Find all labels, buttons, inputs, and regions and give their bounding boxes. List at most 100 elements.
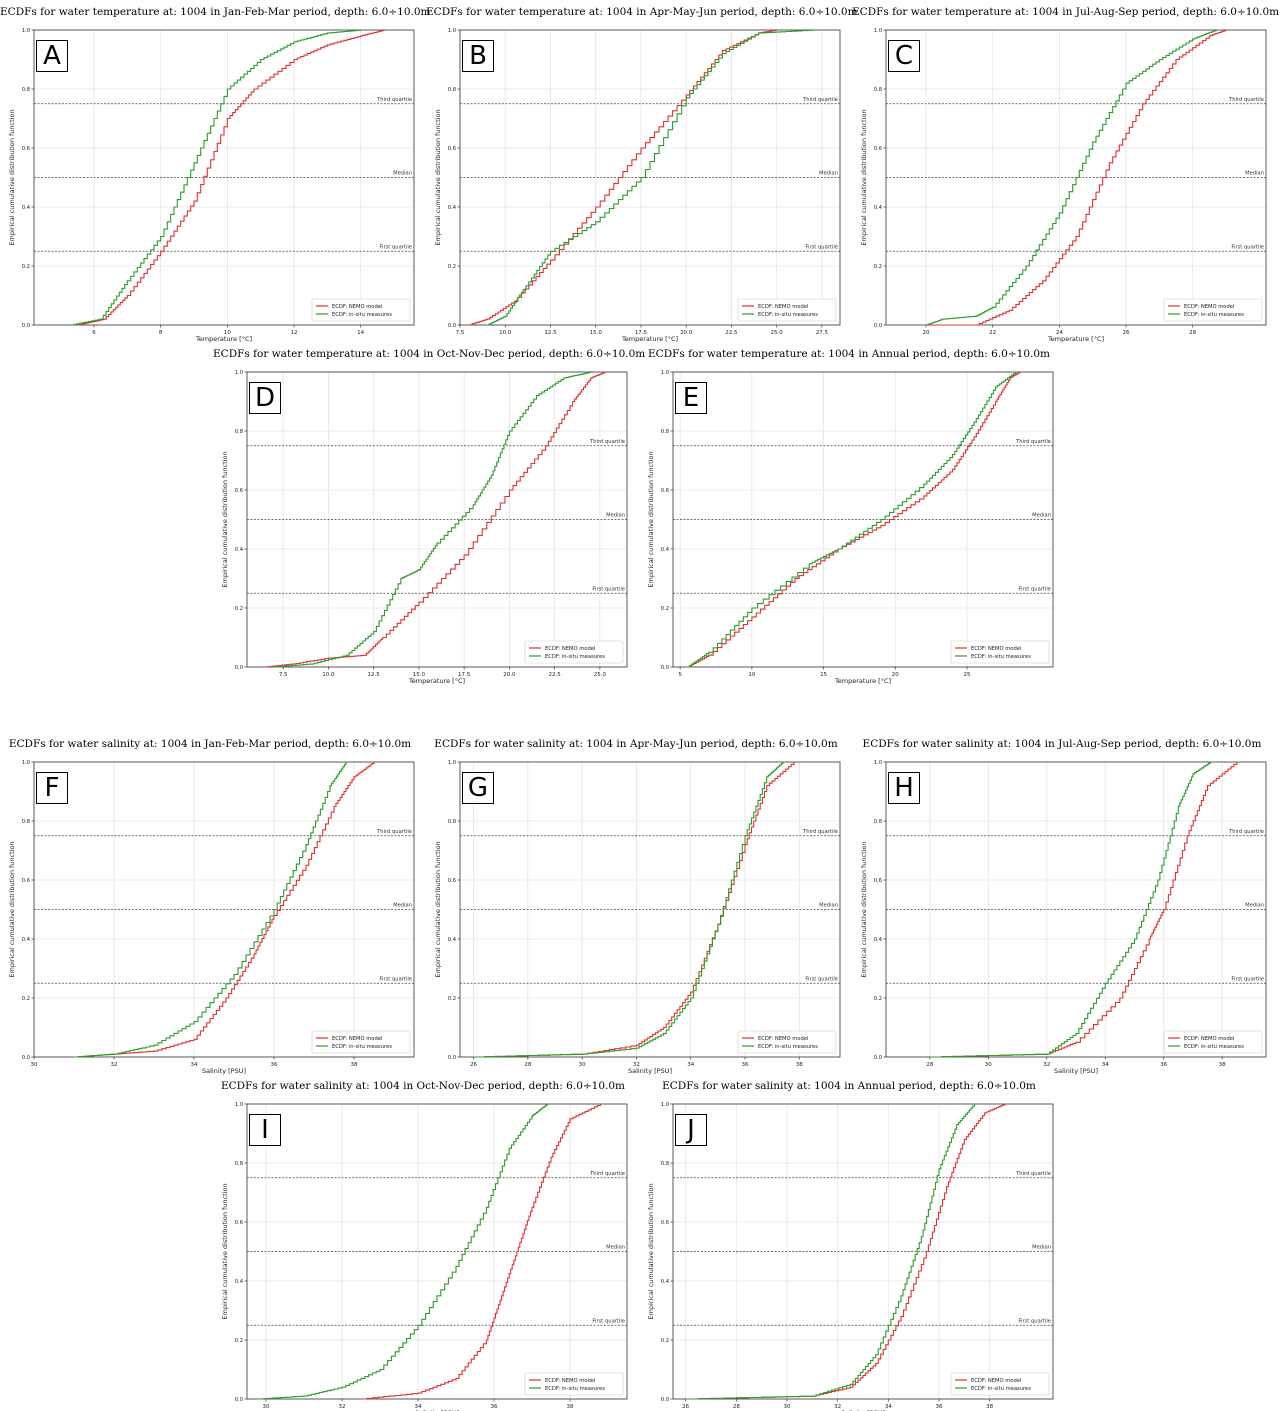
panel-title: ECDFs for water temperature at: 1004 in …: [648, 348, 1050, 360]
ecdf-plot: First quartile Median Third quartile 26 28 30…: [434, 760, 841, 1075]
ecdf-plot: First quartile Median Third quartile 30 32 34…: [8, 760, 415, 1075]
panel-letter: G: [462, 772, 494, 804]
series-line-in-situ: [473, 762, 784, 1058]
quartile-label: Median: [819, 171, 838, 177]
y-tick-label: 0.0: [874, 323, 882, 329]
series-line-nemo-model: [469, 29, 778, 326]
x-tick-label: 36: [491, 1404, 498, 1410]
series-line-nemo-model: [265, 372, 606, 668]
legend: ECDF: NEMO model ECDF: in-situ measures: [737, 1030, 837, 1054]
y-axis-label: Empirical cumulative distribution functi…: [434, 109, 442, 245]
quartile-label: First quartile: [379, 976, 412, 982]
x-tick-label: 6: [92, 330, 96, 336]
legend-entry: ECDF: NEMO model: [971, 1378, 1021, 1384]
x-tick-label: 28: [926, 1062, 933, 1068]
y-tick-label: 0.0: [448, 1055, 456, 1061]
x-tick-label: 15.0: [413, 672, 426, 678]
x-tick-label: 26: [470, 1062, 477, 1068]
x-axis-label: Temperature [°C]: [834, 677, 891, 685]
x-tick-label: 14: [357, 330, 364, 336]
panel-letter: H: [888, 772, 920, 804]
panel-letter: D: [249, 382, 281, 414]
y-tick-label: 0.8: [235, 1161, 243, 1167]
x-tick-label: 20.0: [680, 330, 693, 336]
x-tick-label: 10.0: [499, 330, 512, 336]
ecdf-plot: First quartile Median Third quartile 30 32 34…: [221, 1102, 628, 1411]
y-tick-label: 1.0: [235, 370, 243, 376]
x-tick-label: 26: [682, 1404, 689, 1410]
ecdf-panel-b: ECDFs for water temperature at: 1004 in …: [426, 0, 858, 343]
y-tick-label: 0.2: [661, 1338, 669, 1344]
legend-box: [950, 640, 1050, 664]
x-tick-label: 34: [1102, 1062, 1109, 1068]
ecdf-panel-f: ECDFs for water salinity at: 1004 in Jan…: [0, 732, 420, 1075]
x-tick-label: 12.5: [368, 672, 381, 678]
panel-letter: I: [249, 1114, 281, 1146]
x-tick-label: 38: [567, 1404, 574, 1410]
y-tick-label: 0.8: [661, 429, 669, 435]
x-tick-label: 30: [579, 1062, 586, 1068]
series-line-nemo-model: [361, 1104, 601, 1400]
y-axis-label: Empirical cumulative distribution functi…: [647, 1183, 655, 1319]
panel-title: ECDFs for water salinity at: 1004 in Apr…: [434, 738, 838, 750]
x-tick-label: 17.5: [635, 330, 648, 336]
legend: ECDF: NEMO model ECDF: in-situ measures: [737, 298, 837, 322]
y-tick-label: 1.0: [661, 370, 669, 376]
y-axis-label: Empirical cumulative distribution functi…: [434, 841, 442, 977]
ecdf-plot: First quartile Median Third quartile 7.5 10.…: [221, 370, 628, 685]
y-tick-label: 1.0: [874, 28, 882, 34]
ecdf-plot: First quartile Median Third quartile 26 28 30…: [647, 1102, 1054, 1411]
legend-entry: ECDF: NEMO model: [332, 304, 382, 310]
y-tick-label: 0.6: [235, 1220, 243, 1226]
x-axis-label: Salinity [PSU]: [1054, 1067, 1098, 1075]
quartile-label: Median: [606, 1245, 625, 1251]
x-tick-label: 32: [834, 1404, 841, 1410]
y-tick-label: 0.2: [874, 264, 882, 270]
y-tick-label: 0.6: [22, 146, 30, 152]
y-tick-label: 0.2: [22, 996, 30, 1002]
x-tick-label: 27.5: [816, 330, 829, 336]
ecdf-plot: First quartile Median Third quartile 28 30 32…: [860, 760, 1267, 1075]
y-tick-label: 0.4: [22, 937, 31, 943]
y-tick-label: 0.2: [448, 264, 456, 270]
legend-entry: ECDF: NEMO model: [545, 1378, 595, 1384]
y-tick-label: 1.0: [22, 28, 30, 34]
legend-entry: ECDF: NEMO model: [758, 1036, 808, 1042]
x-axis-label: Temperature [°C]: [621, 335, 678, 343]
x-tick-label: 17.5: [458, 672, 471, 678]
series-line-nemo-model: [74, 762, 375, 1058]
ecdf-plot: First quartile Median Third quartile 5 10 15 2…: [647, 370, 1054, 685]
x-tick-label: 26: [1123, 330, 1130, 336]
legend-box: [1163, 1030, 1263, 1054]
x-tick-label: 8: [159, 330, 163, 336]
x-axis-label: Salinity [PSU]: [202, 1067, 246, 1075]
y-tick-label: 0.6: [661, 1220, 669, 1226]
y-tick-label: 0.0: [22, 1055, 30, 1061]
x-tick-label: 22.5: [548, 672, 561, 678]
legend-box: [1163, 298, 1263, 322]
quartile-label: First quartile: [1018, 586, 1051, 592]
y-axis-label: Empirical cumulative distribution functi…: [221, 1183, 229, 1319]
x-axis-label: Temperature [°C]: [195, 335, 252, 343]
y-tick-label: 0.8: [448, 87, 456, 93]
y-tick-label: 0.6: [22, 878, 30, 884]
legend-box: [311, 1030, 411, 1054]
x-tick-label: 12: [291, 330, 298, 336]
x-axis-label: Temperature [°C]: [1047, 335, 1104, 343]
series-line-nemo-model: [926, 30, 1227, 326]
series-line-in-situ: [929, 762, 1212, 1058]
legend: ECDF: NEMO model ECDF: in-situ measures: [311, 1030, 411, 1054]
x-tick-label: 20.0: [503, 672, 516, 678]
legend-box: [737, 1030, 837, 1054]
legend-entry: ECDF: in-situ measures: [545, 654, 605, 660]
x-axis-label: Salinity [PSU]: [628, 1067, 672, 1075]
x-tick-label: 34: [191, 1062, 198, 1068]
y-tick-label: 1.0: [661, 1102, 669, 1108]
x-tick-label: 20: [923, 330, 930, 336]
x-tick-label: 22.5: [725, 330, 738, 336]
quartile-label: First quartile: [1018, 1318, 1051, 1324]
ecdf-panel-a: ECDFs for water temperature at: 1004 in …: [0, 0, 430, 343]
quartile-label: First quartile: [805, 976, 838, 982]
x-tick-label: 32: [633, 1062, 640, 1068]
quartile-label: Third quartile: [376, 97, 412, 103]
